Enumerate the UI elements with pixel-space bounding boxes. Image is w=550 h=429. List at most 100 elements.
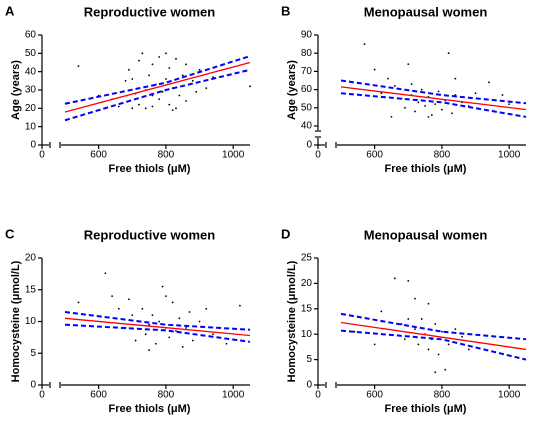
y-tick-label: 0 [306, 140, 312, 151]
data-point [148, 74, 150, 77]
y-tick-label: 40 [25, 66, 37, 77]
confidence-band [64, 323, 251, 343]
data-point [454, 328, 457, 331]
data-point [151, 63, 154, 66]
y-tick-label: 60 [301, 84, 313, 95]
data-point [467, 348, 470, 351]
data-point [380, 310, 383, 313]
data-point [128, 298, 130, 301]
y-tick-label: 20 [25, 253, 37, 264]
data-point [161, 90, 164, 93]
data-point [185, 63, 187, 66]
data-point [148, 323, 150, 326]
y-tick-label: 0 [30, 380, 36, 391]
data-point [434, 371, 437, 374]
data-point [138, 103, 140, 106]
data-point [181, 346, 184, 348]
data-point [427, 302, 430, 305]
data-point [144, 107, 147, 110]
data-point [434, 103, 437, 106]
x-tick-label: 600 [90, 150, 107, 161]
panel-title: Reproductive women [84, 227, 216, 242]
data-point [239, 304, 241, 307]
panel: A Reproductive women Free thiols (μM) Age (… [5, 3, 251, 175]
data-point [420, 88, 423, 91]
data-point [161, 285, 164, 288]
data-point [393, 277, 396, 280]
data-point [474, 92, 477, 95]
data-point [444, 368, 447, 371]
x-tick-label: 0 [39, 390, 45, 401]
panel: B Menopausal women Free thiols (μM) Age (ye… [281, 3, 527, 175]
data-point [131, 78, 134, 80]
data-point [353, 330, 356, 333]
x-tick-label: 600 [366, 150, 383, 161]
data-point [198, 68, 201, 71]
data-point [501, 94, 504, 96]
panel-letter: C [5, 226, 15, 241]
data-point [363, 43, 366, 45]
x-tick-label: 1000 [498, 150, 521, 161]
data-point [195, 90, 198, 93]
data-point [165, 52, 167, 55]
data-point [373, 343, 376, 346]
data-point [165, 78, 167, 80]
data-point [454, 77, 457, 80]
data-point [168, 336, 171, 339]
data-point [417, 343, 420, 346]
confidence-band [64, 68, 251, 122]
data-point [427, 116, 430, 118]
data-point [508, 103, 511, 106]
confidence-band [340, 92, 527, 118]
confidence-band [64, 55, 251, 105]
data-point [117, 105, 120, 108]
data-point [178, 94, 181, 97]
y-axis-label: Age (years) [286, 60, 298, 120]
y-tick-label: 80 [301, 48, 313, 59]
data-point [387, 77, 389, 80]
regression-line [64, 61, 251, 113]
data-point [451, 112, 453, 115]
data-point [158, 320, 161, 323]
data-point [168, 67, 171, 69]
panel: D Menopausal women Free thiols (μM) Homocys… [281, 226, 527, 415]
panel: C Reproductive women Free thiols (μM) Homoc… [5, 226, 251, 415]
data-point [407, 318, 410, 320]
y-tick-label: 0 [30, 140, 36, 151]
x-tick-label: 800 [434, 150, 451, 161]
data-point [131, 107, 134, 110]
data-point [185, 100, 187, 102]
data-point [188, 311, 191, 313]
data-point [441, 330, 443, 333]
data-point [373, 68, 376, 71]
x-tick-label: 1000 [498, 390, 521, 401]
data-point [117, 307, 120, 310]
data-point [134, 339, 137, 342]
data-point [168, 103, 171, 106]
data-point [178, 317, 181, 320]
data-point [141, 52, 144, 55]
y-tick-label: 90 [301, 30, 313, 41]
data-point [191, 339, 194, 342]
y-tick-label: 20 [25, 103, 37, 114]
confidence-band [340, 312, 527, 341]
data-point [171, 301, 174, 304]
panel-title: Menopausal women [364, 4, 488, 19]
data-point [488, 81, 490, 84]
data-point [407, 63, 410, 66]
x-tick-label: 800 [434, 390, 451, 401]
x-axis-label: Free thiols (μM) [385, 163, 467, 175]
data-point [404, 338, 406, 341]
x-tick-label: 0 [315, 150, 321, 161]
data-point [225, 342, 228, 345]
panel-letter: A [5, 3, 15, 18]
data-point [427, 348, 430, 351]
data-point [138, 59, 140, 62]
x-axis-label: Free thiols (μM) [109, 403, 191, 415]
y-tick-label: 70 [301, 66, 313, 77]
y-tick-label: 15 [301, 303, 313, 314]
data-point [393, 85, 396, 87]
data-point [414, 110, 416, 113]
y-axis-label: Age (years) [10, 60, 22, 120]
